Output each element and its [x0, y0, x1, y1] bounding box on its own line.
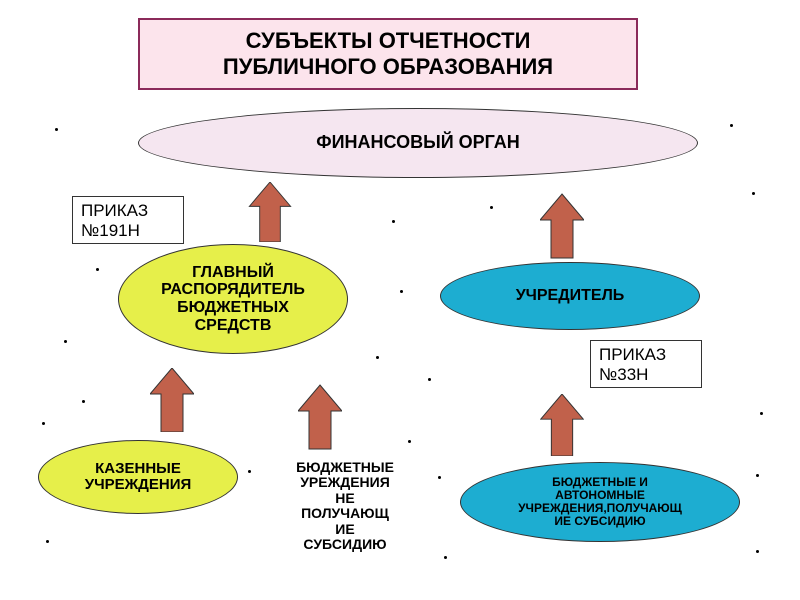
order-191-box: ПРИКАЗ №191Н: [72, 196, 184, 244]
main-disposer-l2: РАСПОРЯДИТЕЛЬ: [161, 281, 305, 298]
decorative-dot: [438, 476, 441, 479]
bns-l4: ПОЛУЧАЮЩ: [301, 505, 389, 521]
title-line2: ПУБЛИЧНОГО ОБРАЗОВАНИЯ: [223, 54, 553, 79]
bns-l6: СУБСИДИЮ: [303, 536, 386, 552]
financial-organ-label: ФИНАНСОВЫЙ ОРГАН: [316, 133, 519, 153]
main-disposer-node: ГЛАВНЫЙ РАСПОРЯДИТЕЛЬ БЮДЖЕТНЫХ СРЕДСТВ: [118, 244, 348, 354]
main-disposer-l4: СРЕДСТВ: [195, 317, 272, 334]
decorative-dot: [82, 400, 85, 403]
founder-label: УЧРЕДИТЕЛЬ: [516, 287, 625, 305]
decorative-dot: [760, 412, 763, 415]
decorative-dot: [46, 540, 49, 543]
decorative-dot: [756, 474, 759, 477]
decorative-dot: [756, 550, 759, 553]
bns-l1: БЮДЖЕТНЫЕ: [296, 459, 394, 475]
decorative-dot: [444, 556, 447, 559]
decorative-dot: [64, 340, 67, 343]
budget-no-subsidy-text: БЮДЖЕТНЫЕ УРЕЖДЕНИЯ НЕ ПОЛУЧАЮЩ ИЕ СУБСИ…: [270, 460, 420, 552]
ba-l4: ИЕ СУБСИДИЮ: [554, 514, 645, 528]
bns-l5: ИЕ: [335, 521, 354, 537]
order-191-label: ПРИКАЗ №191Н: [81, 201, 148, 240]
ba-l2: АВТОНОМНЫЕ: [555, 488, 645, 502]
title-box: СУБЪЕКТЫ ОТЧЕТНОСТИ ПУБЛИЧНОГО ОБРАЗОВАН…: [138, 18, 638, 90]
order-33-label: ПРИКАЗ №33Н: [599, 345, 666, 384]
decorative-dot: [55, 128, 58, 131]
decorative-dot: [752, 192, 755, 195]
decorative-dot: [42, 422, 45, 425]
ba-l3: УЧРЕЖДЕНИЯ,ПОЛУЧАЮЩ: [518, 501, 682, 515]
treasury-l1: КАЗЕННЫЕ: [95, 460, 181, 477]
ba-l1: БЮДЖЕТНЫЕ И: [552, 475, 648, 489]
decorative-dot: [490, 206, 493, 209]
order-33-box: ПРИКАЗ №33Н: [590, 340, 702, 388]
bns-l3: НЕ: [335, 490, 354, 506]
title-line1: СУБЪЕКТЫ ОТЧЕТНОСТИ: [246, 28, 531, 53]
decorative-dot: [248, 470, 251, 473]
arrow-4: [298, 382, 342, 452]
decorative-dot: [392, 220, 395, 223]
decorative-dot: [376, 356, 379, 359]
financial-organ-node: ФИНАНСОВЫЙ ОРГАН: [138, 108, 698, 178]
budget-autonomous-node: БЮДЖЕТНЫЕ И АВТОНОМНЫЕ УЧРЕЖДЕНИЯ,ПОЛУЧА…: [460, 462, 740, 542]
decorative-dot: [408, 440, 411, 443]
treasury-l2: УЧРЕЖДЕНИЯ: [85, 476, 192, 493]
arrow-5: [540, 394, 584, 456]
arrow-2: [540, 192, 584, 260]
treasury-node: КАЗЕННЫЕ УЧРЕЖДЕНИЯ: [38, 440, 238, 514]
main-disposer-l3: БЮДЖЕТНЫХ: [177, 299, 289, 316]
decorative-dot: [400, 290, 403, 293]
decorative-dot: [428, 378, 431, 381]
decorative-dot: [96, 268, 99, 271]
bns-l2: УРЕЖДЕНИЯ: [300, 474, 390, 490]
founder-node: УЧРЕДИТЕЛЬ: [440, 262, 700, 330]
main-disposer-l1: ГЛАВНЫЙ: [192, 264, 274, 281]
arrow-3: [150, 368, 194, 432]
decorative-dot: [730, 124, 733, 127]
arrow-1: [248, 182, 292, 242]
